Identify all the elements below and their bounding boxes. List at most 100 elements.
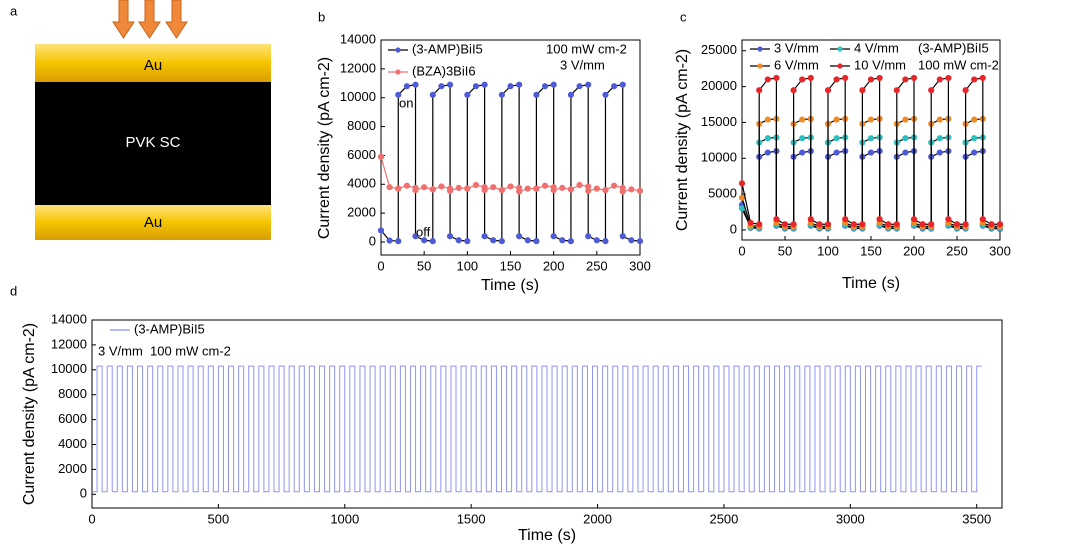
annotation: (3-AMP)BiI5: [918, 40, 989, 55]
series-line: [380, 84, 641, 242]
data-point: [979, 74, 986, 82]
x-tick-label: 500: [208, 511, 230, 526]
data-point: [472, 181, 480, 189]
data-point: [833, 76, 840, 83]
annotation: 100 mW cm-2: [546, 41, 627, 56]
data-point: [498, 238, 505, 245]
x-tick-label: 0: [738, 243, 745, 258]
data-point: [773, 216, 780, 223]
data-point: [738, 180, 746, 187]
data-point: [602, 186, 609, 194]
data-point: [628, 186, 635, 193]
data-point: [764, 76, 771, 83]
data-point: [395, 91, 402, 98]
x-tick-label: 150: [500, 258, 522, 273]
x-tick-label: 200: [903, 243, 925, 258]
data-point: [412, 186, 419, 194]
data-point: [790, 221, 797, 228]
x-tick-label: 300: [629, 258, 651, 273]
data-point: [377, 227, 385, 234]
data-point: [550, 233, 557, 240]
y-tick-label: 14000: [51, 311, 87, 326]
data-point: [799, 149, 806, 156]
data-point: [472, 83, 480, 90]
data-point: [611, 182, 618, 189]
data-point: [747, 219, 754, 226]
data-point: [867, 149, 875, 156]
data-point: [850, 221, 857, 228]
y-tick-label: 12000: [51, 336, 87, 351]
x-axis-label: Time (s): [518, 527, 576, 544]
data-point: [764, 116, 771, 123]
y-axis-label: Current density (pA cm-2): [316, 57, 333, 239]
legend-label: 4 V/mm: [854, 40, 899, 55]
data-point: [464, 91, 471, 98]
data-point: [619, 233, 626, 240]
data-point: [945, 74, 952, 82]
x-tick-label: 3500: [962, 511, 991, 526]
x-tick-label: 50: [417, 258, 431, 273]
y-tick-label: 2000: [58, 461, 87, 476]
panel-a: a Au PVK SC Au: [10, 0, 271, 240]
data-point: [833, 135, 840, 142]
x-tick-label: 0: [377, 258, 384, 273]
legend-label: (3-AMP)BiI5: [412, 41, 483, 56]
data-point: [979, 216, 986, 223]
panel-label: d: [10, 283, 17, 298]
y-tick-label: 14000: [340, 31, 376, 46]
data-point: [833, 116, 840, 123]
data-point: [996, 221, 1004, 228]
data-point: [876, 74, 883, 82]
data-point: [429, 186, 436, 193]
data-point: [386, 237, 393, 244]
legend-label: 6 V/mm: [774, 57, 819, 72]
au-bottom: [35, 205, 271, 240]
y-tick-label: 6000: [58, 411, 87, 426]
y-tick-label: 8000: [347, 118, 376, 133]
data-point: [507, 183, 514, 190]
data-point: [628, 237, 635, 244]
y-tick-label: 10000: [51, 361, 87, 376]
data-point: [936, 135, 943, 142]
data-point: [764, 149, 771, 156]
data-point: [377, 153, 385, 160]
data-point: [498, 91, 505, 98]
data-point: [764, 135, 771, 142]
data-point: [412, 81, 419, 88]
data-point: [867, 76, 875, 83]
legend-marker: [837, 46, 843, 52]
data-point: [919, 221, 926, 228]
data-point: [516, 233, 523, 240]
data-point: [842, 74, 849, 82]
data-point: [738, 205, 746, 212]
y-tick-label: 15000: [701, 114, 737, 129]
data-point: [421, 237, 428, 244]
data-point: [824, 87, 832, 94]
data-point: [541, 182, 549, 189]
y-tick-label: 0: [80, 486, 87, 501]
data-point: [833, 149, 840, 156]
chart: d 0 500 1000 1500 2000 2500 3000 3500 0 2000 4000 60…: [10, 283, 1003, 544]
data-point: [567, 238, 575, 245]
data-point: [490, 184, 497, 191]
data-point: [945, 216, 952, 223]
data-point: [533, 238, 540, 245]
data-point: [455, 237, 462, 244]
data-point: [902, 149, 909, 156]
data-point: [498, 186, 505, 194]
data-point: [481, 233, 488, 240]
data-point: [481, 186, 488, 194]
data-point: [395, 238, 402, 245]
data-point: [524, 237, 531, 244]
y-tick-label: 4000: [58, 436, 87, 451]
data-point: [559, 184, 566, 192]
y-tick-label: 12000: [340, 60, 376, 75]
series-line: [92, 365, 982, 493]
x-axis-label: Time (s): [842, 275, 900, 292]
data-point: [403, 182, 410, 189]
data-point: [438, 83, 445, 90]
data-point: [842, 216, 849, 223]
data-point: [902, 135, 909, 142]
data-point: [593, 237, 600, 244]
data-point: [429, 91, 436, 98]
